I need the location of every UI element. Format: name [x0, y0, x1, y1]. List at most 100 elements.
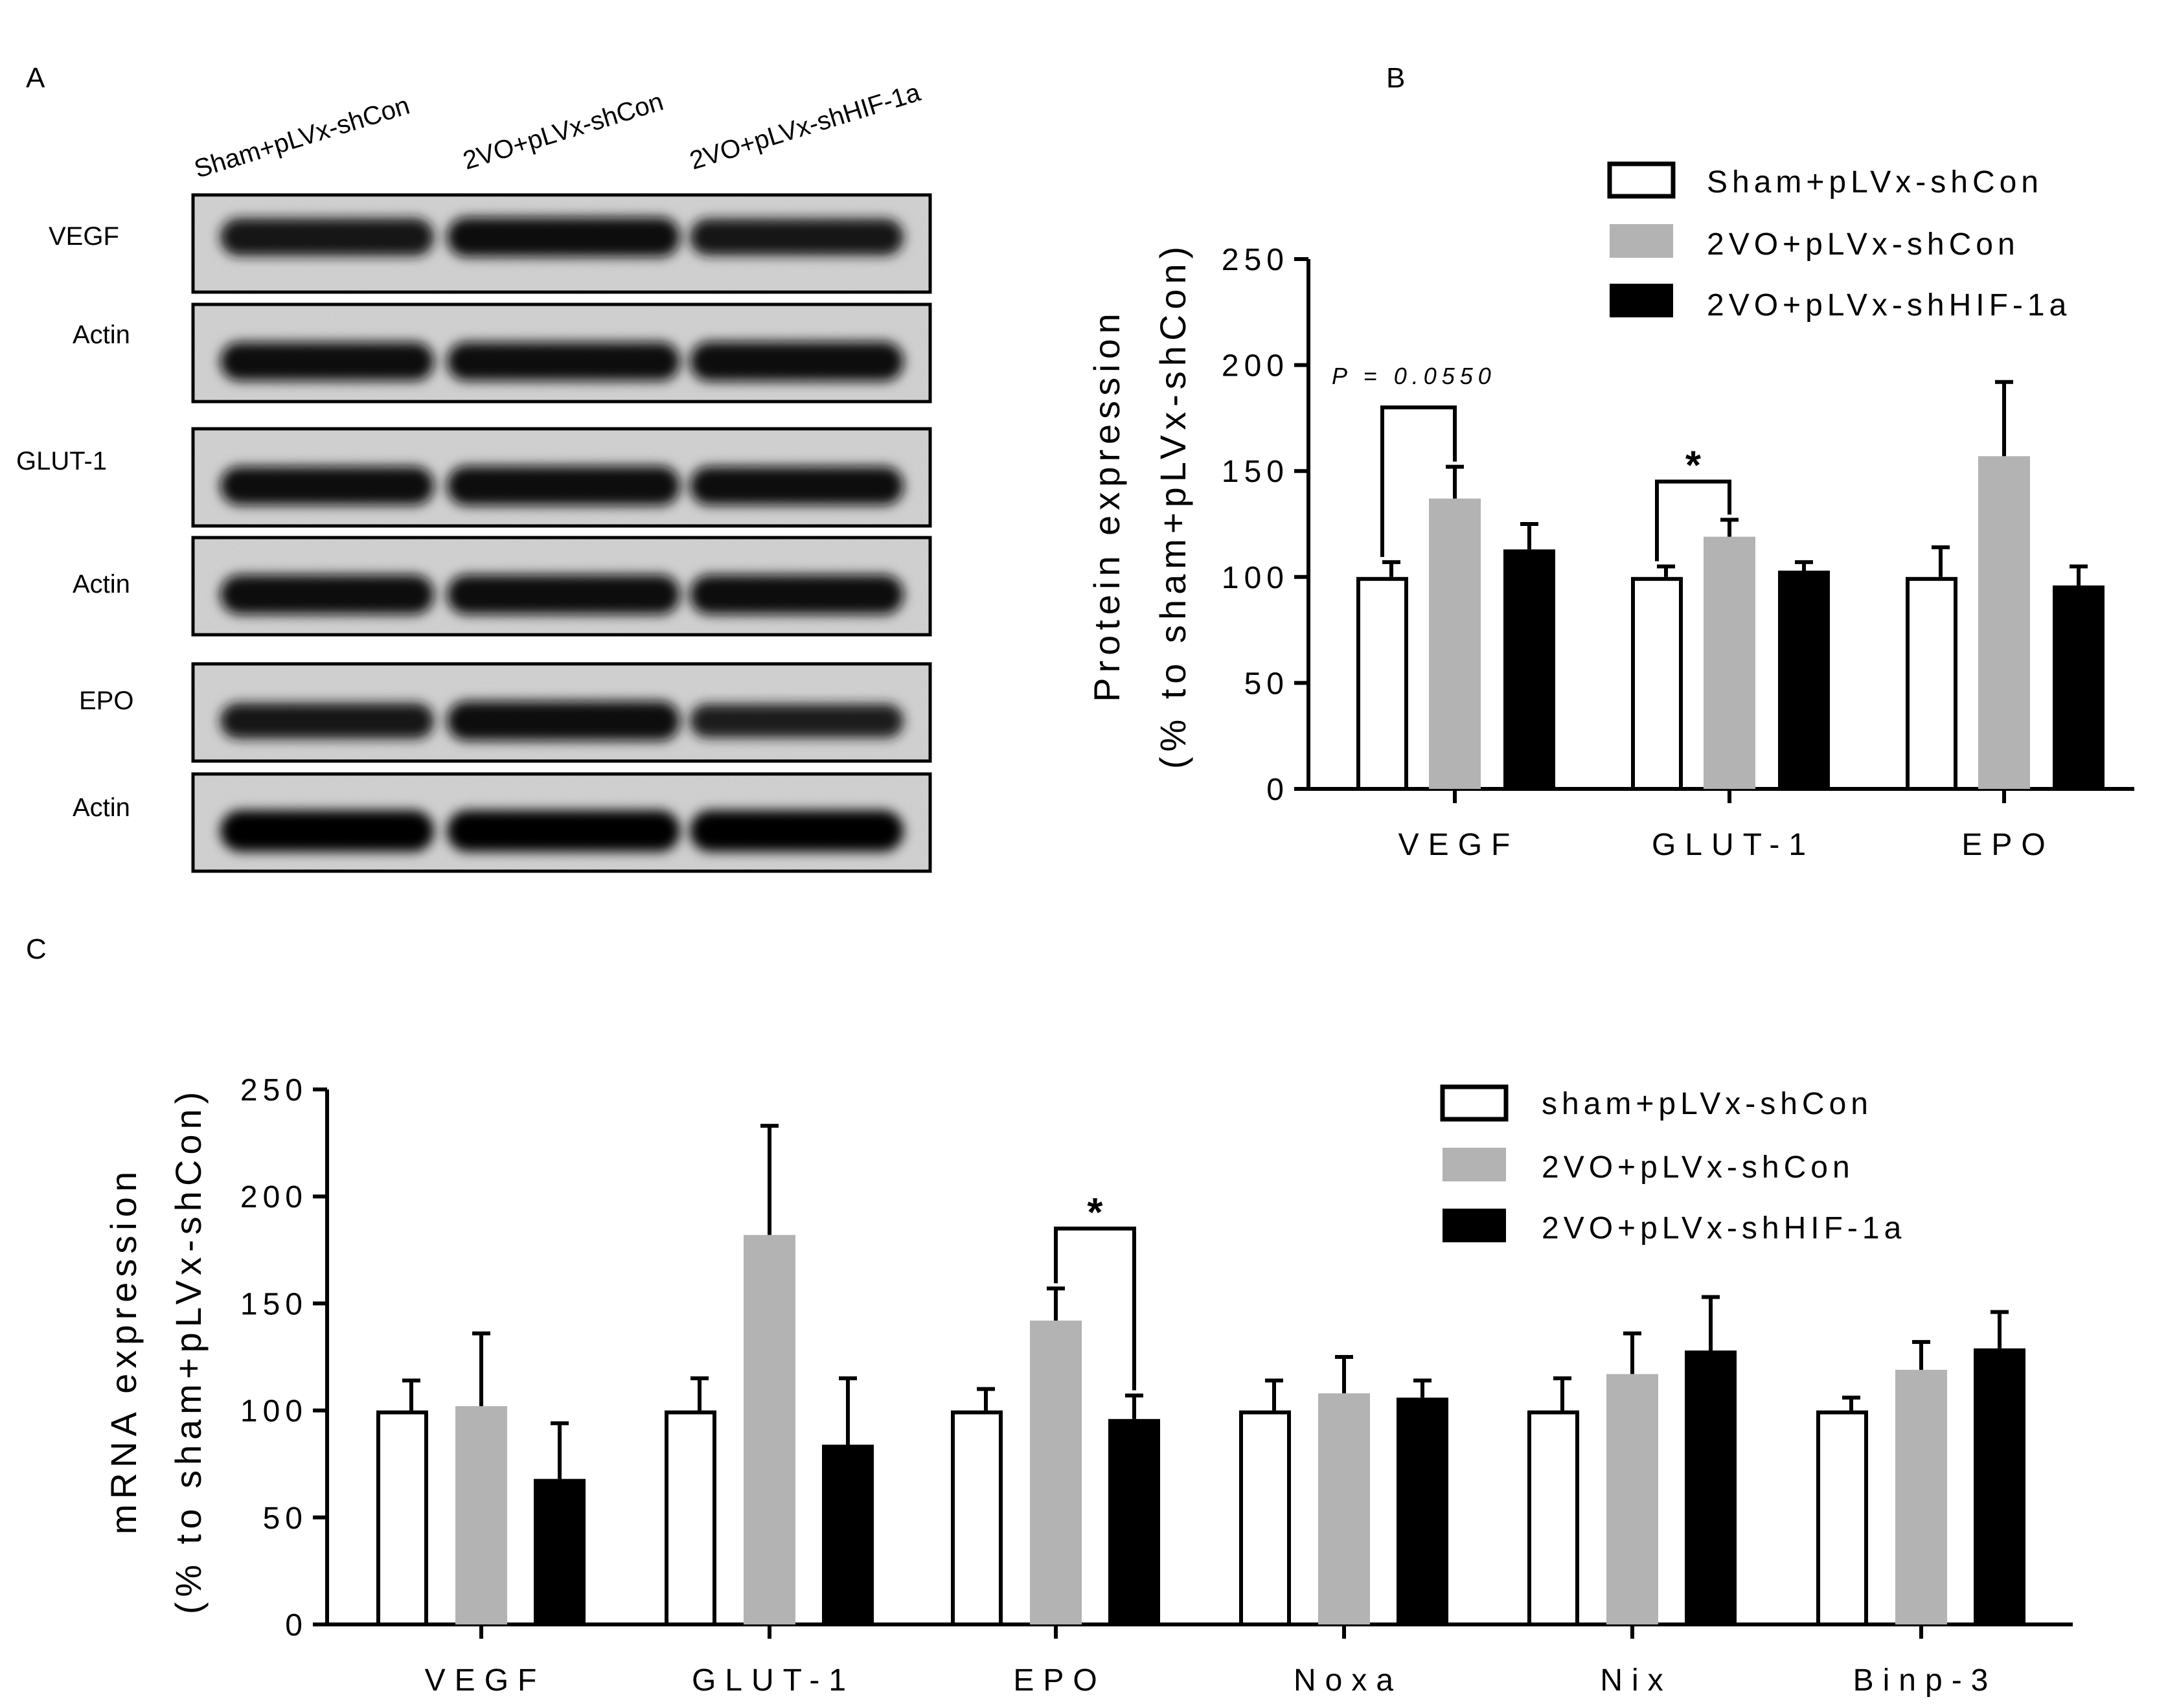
c-bar-sham	[1816, 1410, 1868, 1627]
blot-row-label-actin-3: Actin	[73, 793, 130, 822]
c-category-label: GLUT-1	[692, 1663, 855, 1698]
c-bar-sham	[1527, 1410, 1579, 1627]
b-y-tick-label: 0	[1266, 773, 1289, 807]
blot-band	[447, 575, 680, 615]
blot-band	[690, 341, 904, 381]
b-y-tick-label: 150	[1222, 455, 1289, 489]
b-significance-bracket	[1655, 479, 1731, 562]
blot-band	[690, 575, 904, 615]
c-y-tick-label: 150	[240, 1287, 308, 1321]
c-bar-shhif	[534, 1479, 586, 1624]
lane-label-2vo: 2VO+pLVx-shCon	[460, 87, 667, 176]
blot-row-label-actin-1: Actin	[73, 321, 130, 349]
c-bar-shhif	[1397, 1397, 1448, 1624]
c-y-tick-label: 50	[263, 1501, 308, 1536]
c-bar-sham	[376, 1410, 428, 1627]
c-category-label: VEGF	[425, 1663, 546, 1698]
blot-band	[220, 218, 434, 256]
blot-band	[220, 575, 434, 615]
c-legend-label-vo: 2VO+pLVx-shCon	[1542, 1150, 1854, 1185]
c-y-tick-label: 200	[240, 1180, 308, 1214]
b-bar-vo	[1429, 498, 1481, 789]
panel-label-a: A	[26, 62, 45, 94]
c-bar-vo	[1895, 1369, 1947, 1624]
panel-label-c: C	[26, 933, 47, 965]
c-legend-swatch-sham	[1440, 1084, 1509, 1122]
c-bar-vo	[744, 1235, 795, 1624]
c-ylabel-2: (% to sham+pLVx-shCon)	[168, 1087, 209, 1615]
lane-label-shhif: 2VO+pLVx-shHIF-1a	[687, 78, 924, 175]
blot-band	[220, 703, 434, 739]
blot-band	[690, 810, 904, 852]
blot-band	[447, 342, 680, 381]
b-bar-shhif	[1503, 549, 1555, 789]
c-legend-label-sham: sham+pLVx-shCon	[1542, 1087, 1873, 1121]
b-legend-label-vo: 2VO+pLVx-shCon	[1707, 227, 2020, 262]
c-bar-vo	[1030, 1320, 1082, 1624]
b-y-tick-label: 100	[1222, 561, 1289, 595]
blot-band	[447, 466, 680, 506]
b-significance-bracket	[1380, 405, 1457, 557]
blot-band	[447, 217, 680, 257]
b-legend-label-shhif: 2VO+pLVx-shHIF-1a	[1707, 288, 2071, 323]
panel-label-b: B	[1386, 62, 1405, 94]
blot-band	[447, 701, 680, 741]
blot-band	[220, 466, 434, 505]
c-bar-shhif	[1108, 1418, 1160, 1624]
blot-band	[690, 218, 904, 256]
b-bar-sham	[1906, 576, 1957, 791]
b-bar-shhif	[2053, 585, 2105, 789]
c-category-label: Noxa	[1294, 1663, 1402, 1698]
c-bar-shhif	[1974, 1348, 2025, 1624]
c-y-tick-label: 100	[240, 1395, 308, 1429]
blot-band	[220, 810, 434, 852]
c-significance-bracket	[1054, 1226, 1136, 1391]
lane-label-sham: Sham+pLVx-shCon	[191, 91, 413, 184]
b-legend-swatch-shhif	[1610, 284, 1673, 317]
c-bar-sham	[951, 1410, 1003, 1627]
b-category-label: EPO	[1961, 828, 2054, 862]
c-bar-vo	[1318, 1393, 1370, 1624]
b-y-tick-label: 50	[1244, 666, 1289, 701]
c-category-label: EPO	[1013, 1663, 1106, 1698]
blot-band	[690, 466, 904, 505]
c-category-label: Nix	[1600, 1663, 1672, 1698]
b-ylabel-2: (% to sham+pLVx-shCon)	[1152, 242, 1193, 769]
c-category-label: Binp-3	[1853, 1663, 1998, 1698]
b-bar-vo	[1978, 456, 2030, 789]
c-bar-vo	[455, 1406, 507, 1624]
b-bar-vo	[1704, 536, 1755, 789]
b-legend-label-sham: Sham+pLVx-shCon	[1707, 165, 2043, 199]
b-bar-shhif	[1778, 570, 1830, 789]
c-bar-shhif	[1685, 1350, 1737, 1624]
b-significance-label: *	[1685, 444, 1702, 488]
c-legend-swatch-vo	[1443, 1148, 1506, 1181]
b-bar-sham	[1356, 576, 1408, 791]
b-ylabel: Protein expression	[1086, 308, 1127, 702]
c-y-tick-label: 250	[240, 1073, 308, 1108]
c-bar-sham	[1239, 1410, 1291, 1627]
c-y-tick-label: 0	[285, 1608, 308, 1643]
blot-row-label-vegf: VEGF	[49, 222, 119, 251]
protein-expression-chart: 0 50 100 150 200 250 VEGF GLUT-1 EPO P = 0.0550 *…	[1086, 161, 2134, 862]
c-legend: sham+pLVx-shCon 2VO+pLVx-shCon 2VO+pLVx-…	[1440, 1084, 1906, 1246]
c-bar-sham	[665, 1410, 716, 1627]
blot-band	[447, 810, 680, 852]
blot-band	[220, 342, 434, 381]
b-significance-label: P = 0.0550	[1332, 363, 1496, 389]
b-legend-swatch-sham	[1607, 161, 1676, 199]
b-legend: Sham+pLVx-shCon 2VO+pLVx-shCon 2VO+pLVx-…	[1607, 161, 2071, 323]
b-bar-sham	[1631, 576, 1683, 791]
c-legend-label-shhif: 2VO+pLVx-shHIF-1a	[1542, 1211, 1906, 1246]
b-y-tick-label: 250	[1222, 243, 1289, 277]
b-category-label: VEGF	[1398, 828, 1520, 862]
c-legend-swatch-shhif	[1443, 1209, 1506, 1242]
mrna-expression-chart: 0 50 100 150 200 250 VEGF GLUT-1 EPO Noxa Nix Binp-…	[103, 1073, 2073, 1698]
blot-band	[690, 704, 904, 738]
b-category-label: GLUT-1	[1652, 828, 1815, 862]
blot-row-label-actin-2: Actin	[73, 570, 130, 598]
blot-row-label-epo: EPO	[79, 687, 133, 715]
c-bar-shhif	[822, 1444, 874, 1624]
c-bar-vo	[1606, 1374, 1658, 1624]
